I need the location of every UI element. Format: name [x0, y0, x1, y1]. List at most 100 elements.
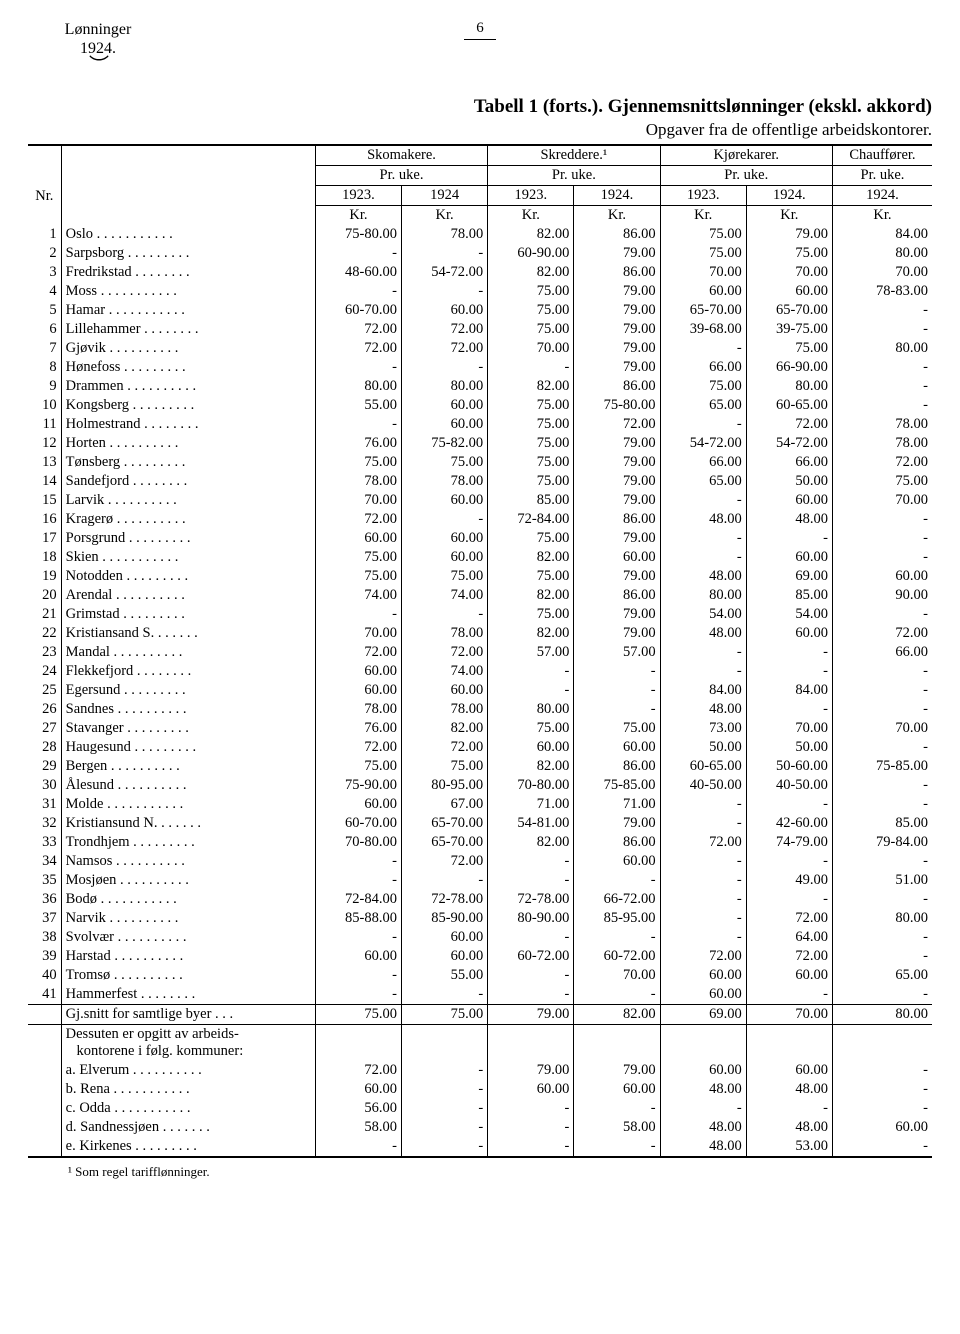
ex-3: 60.00 — [574, 1080, 660, 1099]
row-val-2: 60-90.00 — [488, 244, 574, 263]
row-val-3: - — [574, 662, 660, 681]
row-city: Holmestrand . . . . . . . . — [61, 415, 315, 434]
row-nr: 23 — [28, 643, 61, 662]
wages-table: Nr. Skomakere. Skreddere.¹ Kjørekarer. C… — [28, 144, 932, 1158]
corner-label: Lønninger 1924. ︶ — [28, 20, 168, 78]
row-val-3: 60-72.00 — [574, 947, 660, 966]
row-val-4: - — [660, 491, 746, 510]
table-row: 8Hønefoss . . . . . . . . .---79.0066.00… — [28, 358, 932, 377]
row-val-4: 80.00 — [660, 586, 746, 605]
ex-1: - — [402, 1061, 488, 1080]
row-val-3: 60.00 — [574, 738, 660, 757]
row-val-4: - — [660, 529, 746, 548]
row-val-1: - — [402, 605, 488, 624]
row-val-2: 82.00 — [488, 624, 574, 643]
row-val-0: 75.00 — [315, 757, 401, 776]
row-val-2: - — [488, 358, 574, 377]
ex-3: - — [574, 1099, 660, 1118]
row-val-4: 72.00 — [660, 833, 746, 852]
ex-nr — [28, 1118, 61, 1137]
row-val-4: 48.00 — [660, 510, 746, 529]
row-val-2: 82.00 — [488, 586, 574, 605]
extra-row: a. Elverum . . . . . . . . . .72.00-79.0… — [28, 1061, 932, 1080]
row-nr: 27 — [28, 719, 61, 738]
row-nr: 39 — [28, 947, 61, 966]
row-val-0: 76.00 — [315, 719, 401, 738]
row-val-1: 78.00 — [402, 225, 488, 244]
row-val-3: 70.00 — [574, 966, 660, 985]
row-val-1: 60.00 — [402, 301, 488, 320]
row-val-5: 84.00 — [746, 681, 832, 700]
row-val-4: - — [660, 928, 746, 947]
ex-2: - — [488, 1099, 574, 1118]
ex-0: 56.00 — [315, 1099, 401, 1118]
row-val-5: - — [746, 643, 832, 662]
eh-6 — [832, 1025, 932, 1062]
row-val-5: 80.00 — [746, 377, 832, 396]
row-val-6: 78.00 — [832, 434, 932, 453]
row-val-5: 60.00 — [746, 966, 832, 985]
row-city: Bergen . . . . . . . . . . — [61, 757, 315, 776]
row-nr: 1 — [28, 225, 61, 244]
extra-row: b. Rena . . . . . . . . . . .60.00-60.00… — [28, 1080, 932, 1099]
row-val-3: 86.00 — [574, 263, 660, 282]
title-block: Tabell 1 (forts.). Gjennemsnittslønninge… — [28, 96, 932, 140]
row-nr: 15 — [28, 491, 61, 510]
kr-0: Kr. — [315, 206, 401, 226]
row-val-2: 75.00 — [488, 529, 574, 548]
row-val-3: 79.00 — [574, 453, 660, 472]
row-val-0: 75-80.00 — [315, 225, 401, 244]
table-row: 19Notodden . . . . . . . . .75.0075.0075… — [28, 567, 932, 586]
table-row: 10Kongsberg . . . . . . . . .55.0060.007… — [28, 396, 932, 415]
row-val-2: 80.00 — [488, 700, 574, 719]
row-city: Mandal . . . . . . . . . . — [61, 643, 315, 662]
row-city: Hamar . . . . . . . . . . . — [61, 301, 315, 320]
table-row: 2Sarpsborg . . . . . . . . .--60-90.0079… — [28, 244, 932, 263]
row-val-1: 74.00 — [402, 586, 488, 605]
ex-city: a. Elverum . . . . . . . . . . — [61, 1061, 315, 1080]
row-val-3: 79.00 — [574, 320, 660, 339]
row-val-6: - — [832, 890, 932, 909]
eh-2 — [488, 1025, 574, 1062]
ex-0: 58.00 — [315, 1118, 401, 1137]
row-city: Harstad . . . . . . . . . . — [61, 947, 315, 966]
row-val-3: 75-80.00 — [574, 396, 660, 415]
row-val-4: 65.00 — [660, 472, 746, 491]
row-val-1: - — [402, 282, 488, 301]
row-nr: 35 — [28, 871, 61, 890]
row-val-5: 54.00 — [746, 605, 832, 624]
row-val-6: - — [832, 396, 932, 415]
row-val-6: - — [832, 795, 932, 814]
row-val-6: 70.00 — [832, 263, 932, 282]
row-val-1: 60.00 — [402, 396, 488, 415]
row-val-5: 85.00 — [746, 586, 832, 605]
row-city: Tromsø . . . . . . . . . . — [61, 966, 315, 985]
row-val-6: 75-85.00 — [832, 757, 932, 776]
y-1-24: 1924. — [574, 186, 660, 206]
avg-4: 69.00 — [660, 1005, 746, 1025]
row-val-5: - — [746, 662, 832, 681]
row-val-5: 66.00 — [746, 453, 832, 472]
ex-6: - — [832, 1080, 932, 1099]
row-val-2: 75.00 — [488, 472, 574, 491]
row-val-1: 60.00 — [402, 415, 488, 434]
row-val-4: - — [660, 814, 746, 833]
row-val-6: 75.00 — [832, 472, 932, 491]
row-val-2: - — [488, 662, 574, 681]
row-val-4: 66.00 — [660, 453, 746, 472]
row-val-4: 73.00 — [660, 719, 746, 738]
row-nr: 2 — [28, 244, 61, 263]
kr-city — [61, 206, 315, 226]
row-val-6: - — [832, 947, 932, 966]
row-val-1: 60.00 — [402, 947, 488, 966]
table-row: 36Bodø . . . . . . . . . . .72-84.0072-7… — [28, 890, 932, 909]
row-val-4: 40-50.00 — [660, 776, 746, 795]
row-val-2: 71.00 — [488, 795, 574, 814]
row-city: Oslo . . . . . . . . . . . — [61, 225, 315, 244]
eh-5 — [746, 1025, 832, 1062]
row-city: Grimstad . . . . . . . . . — [61, 605, 315, 624]
row-val-2: 60-72.00 — [488, 947, 574, 966]
row-val-0: 75.00 — [315, 453, 401, 472]
row-val-4: - — [660, 662, 746, 681]
row-val-0: 72.00 — [315, 738, 401, 757]
